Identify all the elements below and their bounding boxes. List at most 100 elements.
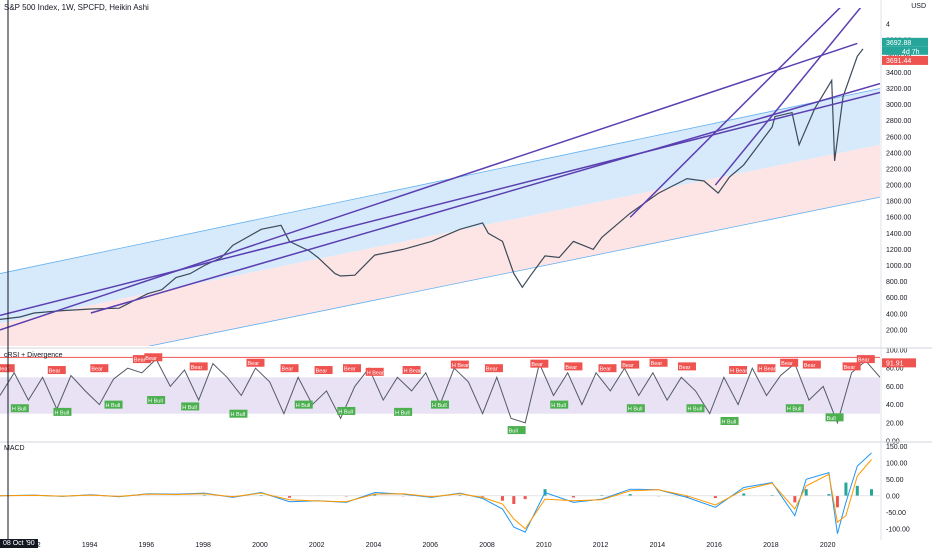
rsi-current-label: 91.91 — [886, 360, 904, 367]
bear-label-chip — [598, 364, 617, 373]
bear-label-chip — [450, 360, 469, 369]
price-tick-label: 3400.00 — [886, 70, 911, 77]
macd-hist-bar — [827, 494, 831, 496]
x-tick-label: 1998 — [195, 542, 211, 549]
macd-hist-bar — [259, 495, 263, 496]
macd-hist-bar — [793, 495, 797, 503]
bull-label: H Bull — [296, 403, 311, 409]
bear-label-chip — [343, 364, 361, 373]
rsi-tick-label: 100.00 — [886, 348, 908, 355]
price-series — [0, 48, 864, 320]
channel-lower-fill — [0, 144, 880, 346]
bull-label: H Bull — [12, 407, 27, 413]
bear-label: Bear — [247, 361, 259, 367]
macd-hist-bar — [685, 495, 689, 498]
bull-label-chip — [686, 404, 705, 413]
macd-tick-label: 50.00 — [886, 477, 904, 484]
bull-label-chip — [394, 407, 413, 416]
price-plot — [0, 8, 880, 346]
price-tick-label: 2600.00 — [886, 134, 911, 141]
x-tick-label: 2018 — [763, 542, 779, 549]
bear-label-chip — [246, 358, 265, 367]
x-tick-label: 1996 — [139, 542, 155, 549]
bear-label-chip — [729, 366, 748, 375]
bull-label-chip — [229, 409, 248, 418]
x-tick-label: 2002 — [309, 542, 325, 549]
bear-label: Bear — [91, 367, 103, 373]
bull-label-chip — [53, 407, 72, 416]
x-tick-label: 2000 — [252, 542, 268, 549]
trendline-1 — [0, 91, 880, 317]
bear-label-chip — [47, 366, 66, 375]
macd-hist-bar — [844, 482, 848, 496]
bull-label: H Bull — [787, 407, 802, 413]
bear-label-chip — [132, 355, 151, 364]
bear-label-chip — [0, 364, 15, 373]
macd-hist-bar — [288, 495, 292, 498]
bull-label-chip — [294, 400, 313, 409]
bear-label-chip — [757, 364, 776, 373]
macd-hist-bar — [869, 489, 873, 496]
macd-hist-bar — [713, 495, 717, 499]
bear-label-chip — [314, 366, 333, 375]
bull-label: H Bull — [628, 407, 643, 413]
macd-hist-bar — [600, 495, 604, 496]
macd-hist-bar — [523, 495, 527, 500]
bull-label: H Bull — [432, 403, 447, 409]
bull-label-chip — [626, 404, 645, 413]
macd-hist-bar — [512, 495, 516, 505]
macd-hist-bar — [481, 495, 485, 497]
macd-hist-bar — [742, 493, 746, 496]
x-tick-label: 2020 — [820, 542, 836, 549]
bear-label-chip — [365, 367, 384, 376]
trendline-3 — [629, 8, 841, 218]
bear-label: H Bear — [730, 369, 747, 375]
macd-hist-bar — [770, 495, 774, 496]
axis-unit-label: USD — [911, 3, 926, 10]
bull-label-chip — [720, 416, 739, 425]
trendline-0 — [0, 42, 858, 331]
macd-tick-label: -50.00 — [886, 510, 906, 517]
bear-label: H Bear — [367, 370, 384, 376]
bull-label-chip — [825, 413, 844, 422]
macd-hist-bar — [429, 495, 433, 497]
x-tick-label: 2016 — [706, 542, 722, 549]
macd-hist-bar — [571, 495, 575, 498]
price-tick-label: 4 — [886, 22, 890, 29]
macd-hist-bar — [628, 494, 632, 496]
bear-label-chip — [677, 362, 696, 371]
bear-label: Bear — [486, 367, 498, 373]
price-label-countdown: 4d 7h — [902, 49, 920, 56]
bear-label: Bear — [316, 369, 328, 375]
bull-label-chip — [507, 426, 526, 435]
price-tick-label: 2800.00 — [886, 118, 911, 125]
price-tick-label: 2200.00 — [886, 166, 911, 173]
bear-label-chip — [90, 364, 109, 373]
bull-label: H Bull — [106, 403, 121, 409]
macd-tick-label: 100.00 — [886, 460, 908, 467]
macd-signal-line — [0, 459, 872, 530]
rsi-pane-label: cRSI + Divergence — [4, 352, 63, 359]
bear-label-chip — [144, 353, 163, 362]
price-tick-label: 2400.00 — [886, 150, 911, 157]
countdown-chip — [882, 46, 928, 55]
bear-label-chip — [780, 358, 799, 367]
bear-label: Bear — [282, 367, 294, 373]
rsi-tick-label: 80.00 — [886, 366, 904, 373]
chart-title: S&P 500 Index, 1W, SPCFD, Heikin Ashi — [4, 3, 149, 12]
price-tick-label: 200.00 — [886, 327, 908, 334]
bear-label: Bear — [651, 361, 663, 367]
bear-label: Bear — [145, 356, 157, 362]
price-tick-label: 2000.00 — [886, 183, 911, 190]
price-label-chip-red — [882, 55, 928, 65]
bear-label: Bear — [622, 363, 634, 369]
bear-label: Bear — [844, 365, 856, 371]
bear-label: Bear — [781, 361, 793, 367]
macd-hist-bar — [835, 495, 839, 508]
price-tick-label: 1800.00 — [886, 199, 911, 206]
price-tick-label: 800.00 — [886, 279, 908, 286]
macd-hist-bar — [855, 485, 859, 496]
bull-label: H Bull — [148, 399, 163, 405]
